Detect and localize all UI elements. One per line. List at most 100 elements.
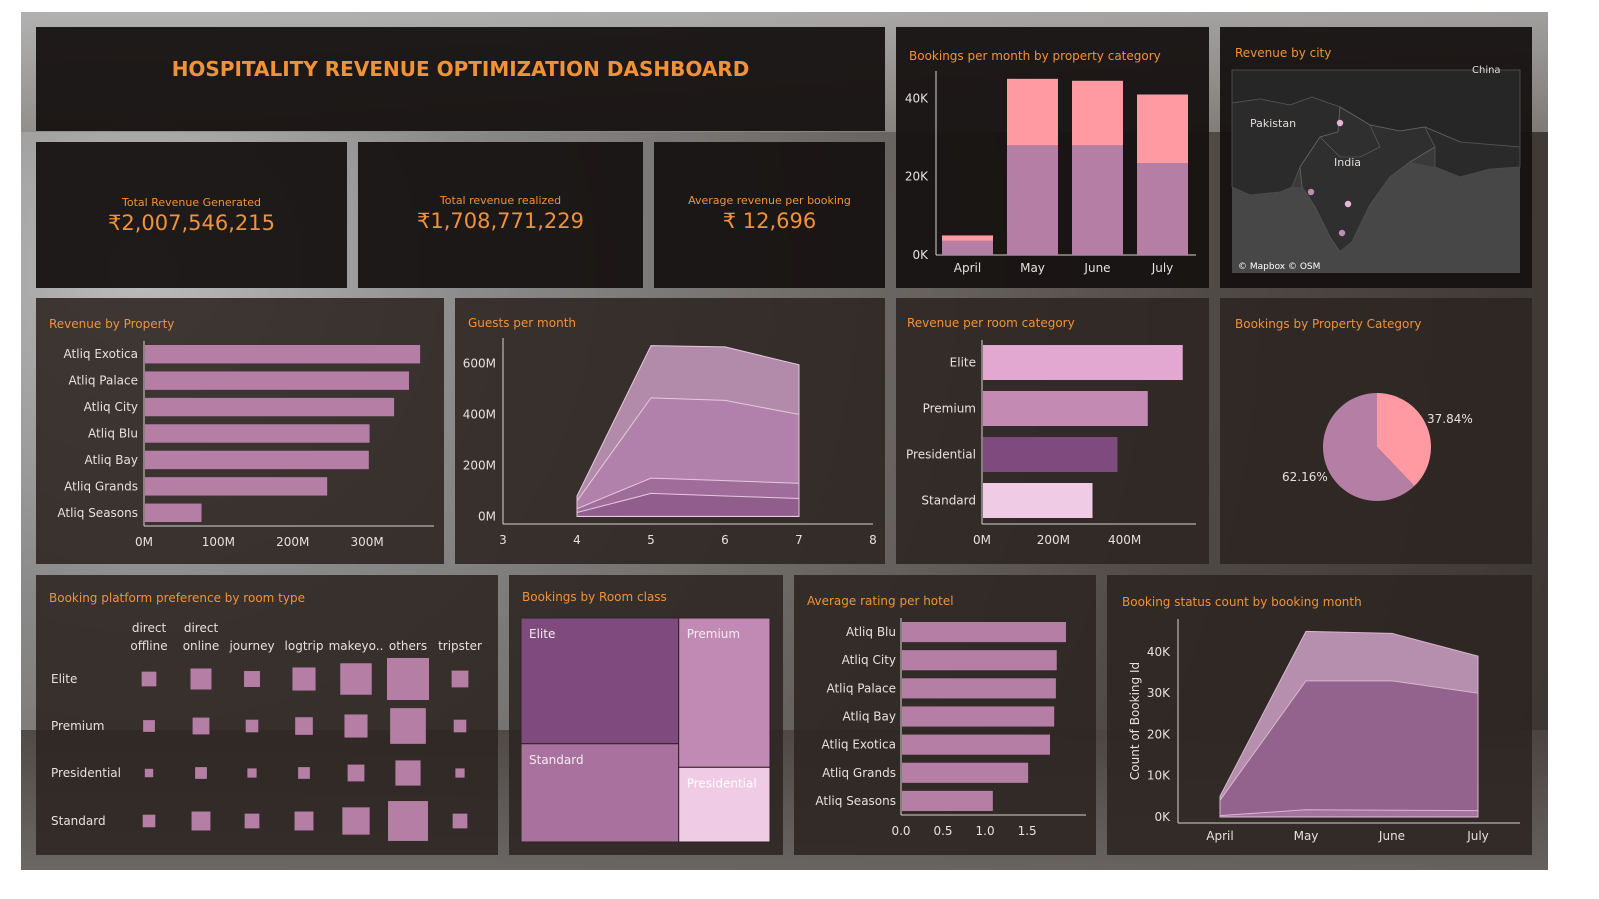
chart-title: Guests per month <box>468 316 577 330</box>
bar <box>145 503 202 522</box>
treemap-tile <box>520 617 680 745</box>
x-tick-label: 8 <box>869 533 877 547</box>
kpi-value: ₹1,708,771,229 <box>417 209 584 233</box>
bar <box>983 345 1183 380</box>
heat-square <box>295 717 313 735</box>
bar <box>145 424 370 443</box>
heat-square <box>347 764 365 782</box>
x-tick-label: 5 <box>647 533 655 547</box>
treemap-label: Presidential <box>687 776 757 790</box>
heat-square <box>455 768 465 778</box>
x-tick-label: 4 <box>573 533 581 547</box>
city-marker[interactable] <box>1344 200 1352 208</box>
heat-square <box>190 668 212 690</box>
city-marker[interactable] <box>1307 188 1315 196</box>
guests-month-chart: 0M 200M 400M 600M 3 4 5 6 7 8 <box>463 338 877 547</box>
y-tick-label: 600M <box>463 356 496 370</box>
category-label: Atliq Grands <box>822 766 896 780</box>
dashboard-title: HOSPITALITY REVENUE OPTIMIZATION DASHBOA… <box>171 57 750 81</box>
revenue-city-map[interactable]: Pakistan India China © Mapbox © OSM <box>1220 27 1532 288</box>
x-tick-label: 6 <box>721 533 729 547</box>
rating-hotel-chart: Atliq Blu Atliq City Atliq Palace Atliq Bay… <box>815 618 1086 838</box>
category-label: Presidential <box>906 448 976 462</box>
y-tick-label: 0M <box>478 509 496 523</box>
heat-square <box>452 813 468 829</box>
category-label: Atliq Grands <box>64 479 138 493</box>
guests-month-panel: Guests per month 0M 200M 400M 600M 3 4 5 6 7 8 <box>455 298 885 564</box>
map-label-china: China <box>1472 65 1501 76</box>
chart-title: Bookings by Property Category <box>1235 317 1422 331</box>
bar <box>942 240 993 255</box>
kpi-total-revenue: Total Revenue Generated ₹2,007,546,215 <box>36 142 347 288</box>
row-label: Elite <box>51 672 77 686</box>
bar <box>902 790 993 811</box>
treemap-tile <box>520 743 680 843</box>
heat-square <box>141 671 157 687</box>
city-marker[interactable] <box>1336 119 1344 127</box>
bookings-month-chart: 0K 20K 40K April May June July <box>905 71 1196 275</box>
map-panel: Revenue by city Pakistan India China © M… <box>1220 27 1532 288</box>
bar <box>145 450 369 470</box>
bar <box>145 345 421 364</box>
heat-square <box>294 811 314 831</box>
kpi-value: ₹ 12,696 <box>722 209 817 233</box>
booking-status-chart: 0K 10K 20K 30K 40K April May June July Count of B… <box>1128 619 1520 843</box>
heat-square <box>143 720 155 732</box>
category-label: Atliq Bay <box>843 710 897 724</box>
treemap-label: Premium <box>687 627 740 641</box>
category-label: Atliq Palace <box>68 374 138 388</box>
area-series <box>1219 680 1479 818</box>
y-tick-label: 400M <box>463 407 496 421</box>
room-class-treemap: Elite Standard Premium Presidential <box>520 617 771 843</box>
column-label: others <box>389 639 427 653</box>
x-tick-label: 100M <box>202 535 235 549</box>
chart-title: Bookings by Room class <box>522 590 667 604</box>
heat-square <box>244 671 260 687</box>
chart-title: Booking status count by booking month <box>1122 595 1362 609</box>
slice-label: 37.84% <box>1427 412 1473 426</box>
bar <box>1072 80 1123 146</box>
bar <box>983 437 1118 472</box>
kpi-value: ₹2,007,546,215 <box>108 211 275 235</box>
row-label: Presidential <box>51 766 121 780</box>
heat-square <box>453 719 467 733</box>
y-tick-label: 200M <box>463 458 496 472</box>
revenue-property-panel: Revenue by Property Atliq Exotica Atliq P… <box>36 298 444 564</box>
x-tick-label: 1.0 <box>976 824 995 838</box>
kpi-average-revenue: Average revenue per booking ₹ 12,696 <box>654 142 885 288</box>
kpi-label: Average revenue per booking <box>688 194 851 207</box>
bar <box>902 734 1050 755</box>
x-tick-label: 200M <box>1037 533 1070 547</box>
title-panel: HOSPITALITY REVENUE OPTIMIZATION DASHBOA… <box>36 27 885 131</box>
row-label: Standard <box>51 814 106 828</box>
revenue-property-chart: Atliq Exotica Atliq Palace Atliq City Atliq… <box>57 341 434 549</box>
y-tick-label: 40K <box>1147 645 1171 659</box>
revenue-room-chart: Elite Premium Presidential Standard 0M 200M 40… <box>906 340 1196 547</box>
category-label: Atliq Seasons <box>57 506 138 520</box>
chart-title: Revenue per room category <box>907 316 1075 330</box>
heat-square <box>388 801 428 841</box>
y-tick-label: 30K <box>1147 686 1171 700</box>
bar <box>1137 94 1188 163</box>
property-category-panel: Bookings by Property Category 37.84% 62.1… <box>1220 298 1532 564</box>
x-tick-label: 3 <box>499 533 507 547</box>
bar <box>942 235 993 241</box>
treemap-label: Elite <box>529 627 555 641</box>
kpi-label: Total revenue realized <box>439 194 562 207</box>
column-label: offline <box>130 639 167 653</box>
city-marker[interactable] <box>1338 229 1346 237</box>
x-tick-label: 0.5 <box>933 824 952 838</box>
heat-square <box>192 717 210 735</box>
platform-preference-chart: direct offline direct online journey logtrip m… <box>51 621 482 841</box>
category-label: Atliq Palace <box>826 681 896 695</box>
heat-square <box>247 768 257 778</box>
heat-square <box>195 767 207 779</box>
rating-hotel-panel: Average rating per hotel Atliq Blu Atliq … <box>794 575 1096 855</box>
bar <box>1007 78 1058 146</box>
area-series <box>576 492 800 517</box>
bar <box>145 397 395 417</box>
category-label: Atliq Blu <box>88 427 138 441</box>
heat-square <box>342 807 370 835</box>
bar <box>902 706 1055 727</box>
kpi-total-realized: Total revenue realized ₹1,708,771,229 <box>358 142 643 288</box>
